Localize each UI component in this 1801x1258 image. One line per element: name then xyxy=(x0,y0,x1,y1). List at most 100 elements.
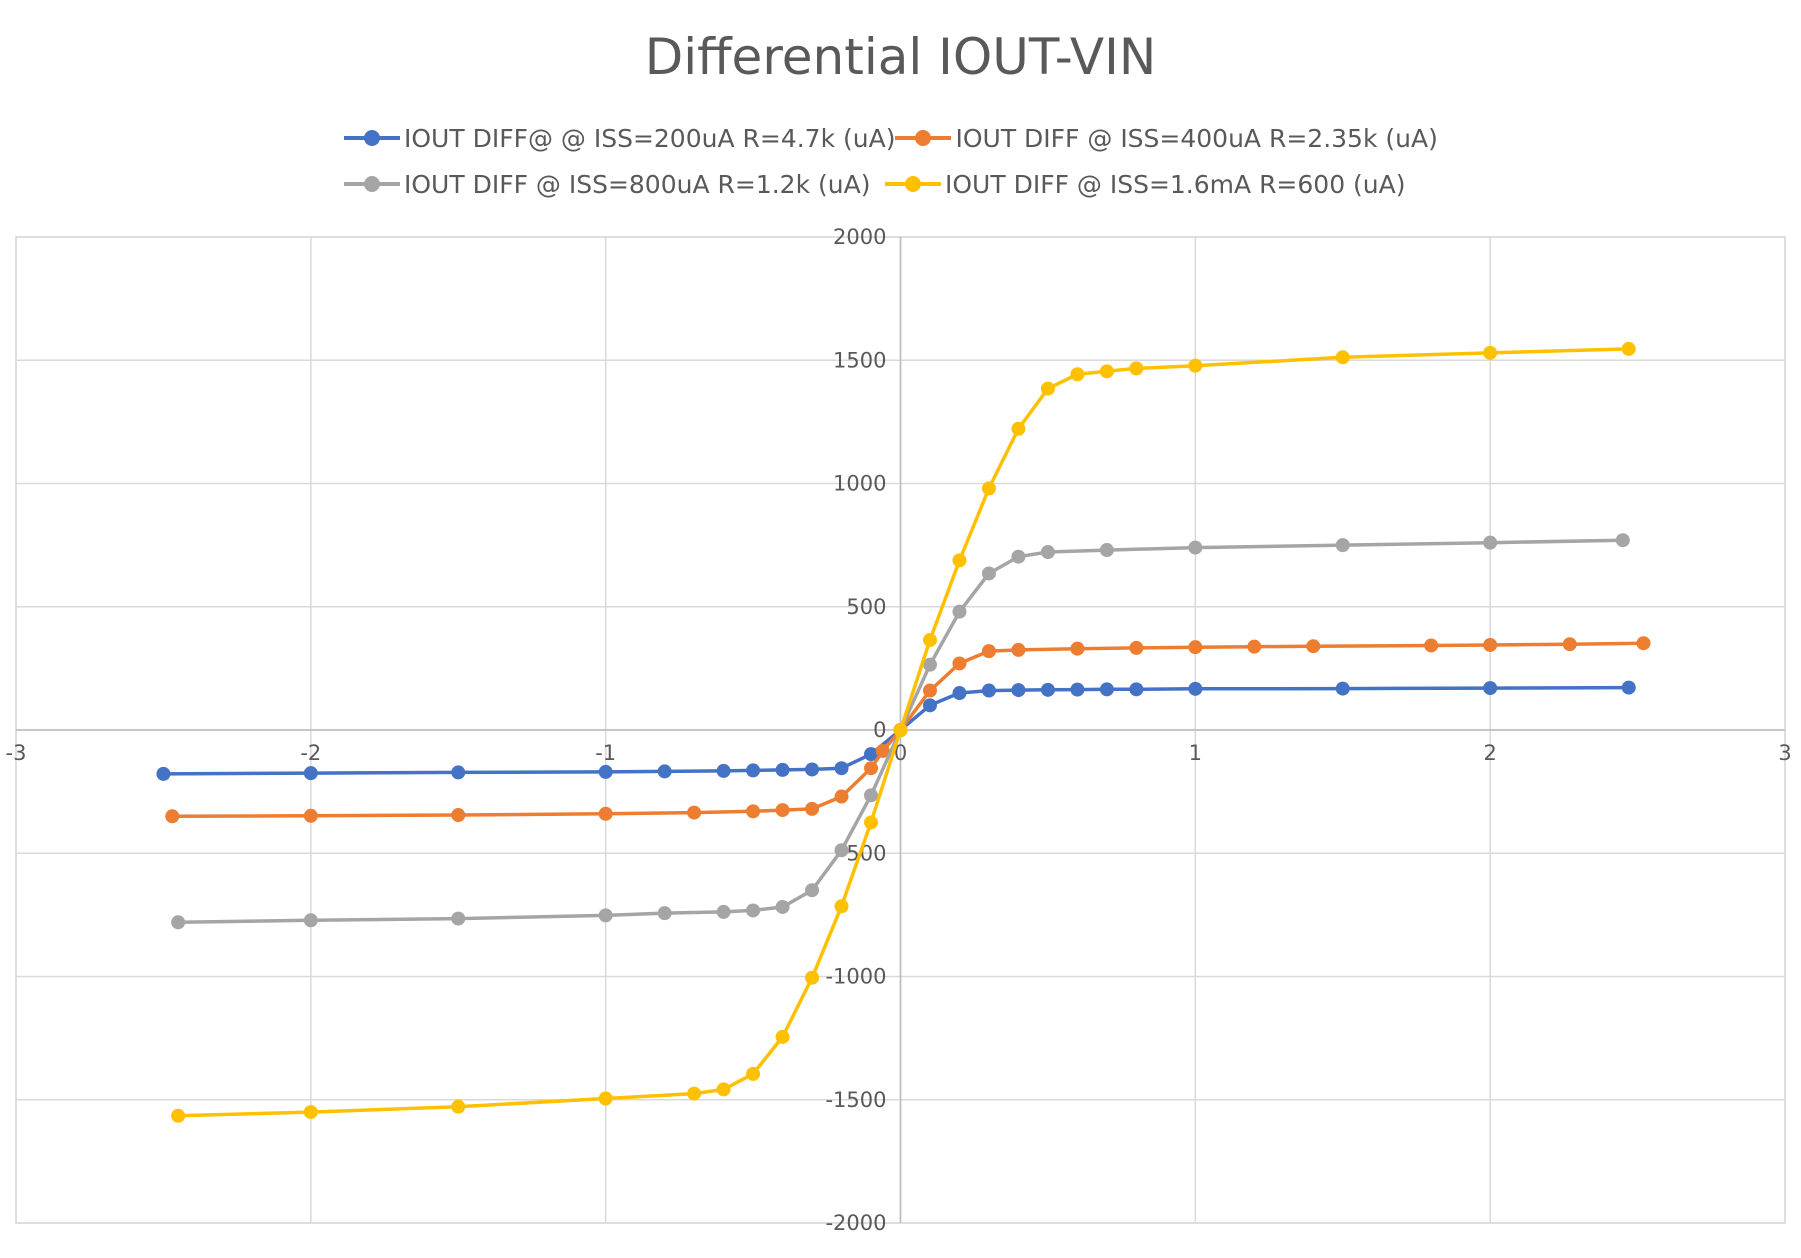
series-1-point xyxy=(864,747,879,762)
series-1-point xyxy=(657,764,672,779)
legend-entry-series-1: IOUT DIFF@ @ ISS=200uA R=4.7k (uA) xyxy=(344,124,895,153)
series-1-point xyxy=(981,683,996,698)
legend-row-2: IOUT DIFF @ ISS=800uA R=1.2k (uA) IOUT D… xyxy=(344,164,1406,204)
series-4-point xyxy=(1483,345,1498,360)
x-tick-label: 2 xyxy=(1483,741,1496,765)
series-3-point xyxy=(1483,535,1498,550)
series-2-point xyxy=(952,656,967,671)
series-2-point xyxy=(165,809,180,824)
series-4-point xyxy=(805,970,820,985)
series-4-point xyxy=(1621,341,1636,356)
x-tick-label: -2 xyxy=(300,741,321,765)
chart-title: Differential IOUT-VIN xyxy=(644,28,1157,86)
series-3-point xyxy=(805,883,820,898)
series-1-point xyxy=(1621,680,1636,695)
series-4-point xyxy=(981,481,996,496)
series-4-point xyxy=(716,1082,731,1097)
series-3-point xyxy=(1040,545,1055,560)
series-1-point xyxy=(716,763,731,778)
series-1-point xyxy=(1335,681,1350,696)
series-3-point xyxy=(922,657,937,672)
series-4-point xyxy=(1070,367,1085,382)
series-4-point xyxy=(1335,350,1350,365)
series-2-point xyxy=(775,803,790,818)
series-1-point xyxy=(1011,683,1026,698)
series-4-point xyxy=(687,1086,702,1101)
series-3-point xyxy=(1011,549,1026,564)
series-4-point xyxy=(1188,358,1203,373)
series-2-point xyxy=(1424,638,1439,653)
series-4-point xyxy=(1099,364,1114,379)
x-tick-label: 1 xyxy=(1189,741,1202,765)
series-2-point xyxy=(834,789,849,804)
legend-entry-series-3: IOUT DIFF @ ISS=800uA R=1.2k (uA) xyxy=(344,170,885,199)
x-tick-label: 3 xyxy=(1778,741,1791,765)
series-1-point xyxy=(1099,682,1114,697)
series-1-point xyxy=(775,762,790,777)
y-tick-label: 0 xyxy=(873,718,886,742)
legend-label-series-4: IOUT DIFF @ ISS=1.6mA R=600 (uA) xyxy=(945,169,1406,199)
series-1-point xyxy=(1483,681,1498,696)
series-line-1 xyxy=(163,685,1629,776)
series-2-point xyxy=(687,805,702,820)
series-1-point xyxy=(1129,682,1144,697)
legend-label-series-3: IOUT DIFF @ ISS=800uA R=1.2k (uA) xyxy=(404,169,871,199)
series-2-point xyxy=(922,683,937,698)
series-4-point xyxy=(1011,421,1026,436)
x-tick-label: 0 xyxy=(894,741,907,765)
legend-label-series-1: IOUT DIFF@ @ ISS=200uA R=4.7k (uA) xyxy=(404,123,896,153)
series-2-point xyxy=(1636,636,1651,651)
series-1-point xyxy=(746,763,761,778)
series-2-point xyxy=(1562,637,1577,652)
legend-swatch-series-2 xyxy=(895,128,952,148)
series-2-point xyxy=(303,808,318,823)
series-3-point xyxy=(1099,543,1114,558)
series-4-point xyxy=(303,1105,318,1120)
legend-swatch-series-4 xyxy=(885,174,941,194)
series-4-point xyxy=(952,553,967,568)
series-3-point xyxy=(981,566,996,581)
x-tick-label: -3 xyxy=(6,741,27,765)
series-2-point xyxy=(451,808,466,823)
series-4-point xyxy=(1040,381,1055,396)
y-tick-label: -1000 xyxy=(825,965,886,989)
series-1-point xyxy=(922,698,937,713)
series-4-point xyxy=(775,1029,790,1044)
series-4-point xyxy=(1129,361,1144,376)
series-1-point xyxy=(451,765,466,780)
series-1-point xyxy=(952,686,967,701)
series-4-point xyxy=(451,1099,466,1114)
series-2-point xyxy=(1070,641,1085,656)
legend-entry-series-4: IOUT DIFF @ ISS=1.6mA R=600 (uA) xyxy=(885,170,1406,199)
series-3-point xyxy=(952,604,967,619)
legend-label-series-2: IOUT DIFF @ ISS=400uA R=2.35k (uA) xyxy=(955,123,1438,153)
series-4-point xyxy=(171,1108,186,1123)
x-tick-label: -1 xyxy=(595,741,616,765)
series-3-point xyxy=(746,903,761,918)
series-2-point xyxy=(746,804,761,819)
series-2-point xyxy=(1306,639,1321,654)
series-4-point xyxy=(864,815,879,830)
series-line-3 xyxy=(178,538,1623,925)
series-3-point xyxy=(303,913,318,928)
series-2-point xyxy=(864,761,879,776)
legend-swatch-series-3 xyxy=(344,174,400,194)
y-tick-label: 1000 xyxy=(833,472,886,496)
series-2-point xyxy=(1247,639,1262,654)
series-1-point xyxy=(1188,681,1203,696)
series-4-point xyxy=(922,633,937,648)
y-tick-label: 2000 xyxy=(833,225,886,249)
series-3-point xyxy=(451,911,466,926)
y-tick-label: -2000 xyxy=(825,1211,886,1235)
series-1-point xyxy=(1070,682,1085,697)
legend-row-1: IOUT DIFF@ @ ISS=200uA R=4.7k (uA) IOUT … xyxy=(344,118,1438,158)
series-3-point xyxy=(775,899,790,914)
series-2-point xyxy=(1011,642,1026,657)
series-1-point xyxy=(156,766,171,781)
series-2-point xyxy=(1129,640,1144,655)
series-2-point xyxy=(981,644,996,659)
series-1-point xyxy=(1040,682,1055,697)
y-tick-label: -1500 xyxy=(825,1088,886,1112)
series-1-point xyxy=(834,761,849,776)
